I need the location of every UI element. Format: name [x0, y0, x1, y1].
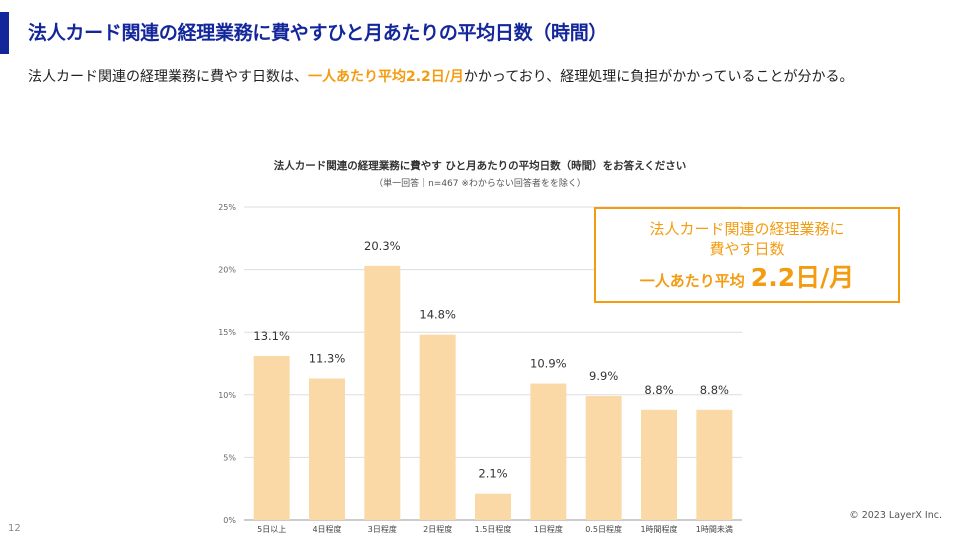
bar-value-label: 13.1% [253, 329, 290, 343]
x-category-label: 2日程度 [423, 524, 452, 534]
bar-value-label: 14.8% [419, 308, 456, 322]
y-tick-label: 20% [218, 266, 236, 275]
callout-line-1: 法人カード関連の経理業務に [649, 220, 845, 238]
lead-text: 法人カード関連の経理業務に費やす日数は、一人あたり平均2.2日/月かかっており、… [28, 66, 888, 88]
y-tick-label: 25% [218, 203, 236, 212]
bar-value-label: 2.1% [478, 467, 507, 481]
lead-text-before: 法人カード関連の経理業務に費やす日数は、 [28, 69, 308, 85]
lead-text-highlight: 一人あたり平均2.2日/月 [308, 69, 464, 85]
x-category-label: 1時間未満 [696, 524, 733, 534]
callout-value: 2.2日/月 [750, 263, 855, 292]
callout-line-3: 一人あたり平均 2.2日/月 [596, 263, 898, 296]
x-category-label: 1.5日程度 [475, 524, 512, 534]
chart-title: 法人カード関連の経理業務に費やす ひと月あたりの平均日数（時間）をお答えください [273, 160, 687, 172]
bar-value-label: 9.9% [589, 369, 618, 383]
copyright: © 2023 LayerX Inc. [849, 510, 942, 521]
callout-line-2: 費やす日数 [709, 240, 785, 258]
x-category-label: 0.5日程度 [585, 524, 622, 534]
bar [696, 409, 733, 520]
bar-value-label: 20.3% [364, 239, 401, 253]
slide-title: 法人カード関連の経理業務に費やすひと月あたりの平均日数（時間） [28, 22, 608, 44]
callout-prefix: 一人あたり平均 [639, 272, 745, 290]
bar [530, 383, 567, 520]
y-tick-label: 5% [223, 453, 236, 462]
x-category-label: 3日程度 [368, 524, 397, 534]
bar [475, 493, 511, 520]
y-tick-label: 0% [223, 516, 236, 525]
bar-value-label: 8.8% [644, 383, 673, 397]
chart-subtitle: （単一回答｜n=467 ※わからない回答者をを除く） [374, 179, 586, 189]
y-tick-label: 15% [218, 328, 236, 337]
bar [419, 334, 456, 520]
summary-callout: 法人カード関連の経理業務に 費やす日数 一人あたり平均 2.2日/月 [594, 207, 900, 303]
x-category-label: 5日以上 [257, 525, 286, 534]
bar [364, 265, 401, 520]
x-category-label: 1時間程度 [640, 524, 677, 534]
x-category-label: 4日程度 [312, 524, 341, 534]
page-number: 12 [8, 523, 21, 534]
title-accent-bar [0, 12, 9, 54]
bar [585, 396, 622, 520]
bar-value-label: 11.3% [309, 352, 346, 366]
bar [253, 355, 290, 520]
bar [309, 378, 345, 520]
bar [641, 409, 677, 520]
y-tick-label: 10% [218, 391, 236, 400]
x-category-label: 1日程度 [534, 524, 563, 534]
lead-text-after: かかっており、経理処理に負担がかかっていることが分かる。 [463, 69, 854, 85]
bar-value-label: 8.8% [700, 383, 729, 397]
bar-value-label: 10.9% [530, 357, 567, 371]
